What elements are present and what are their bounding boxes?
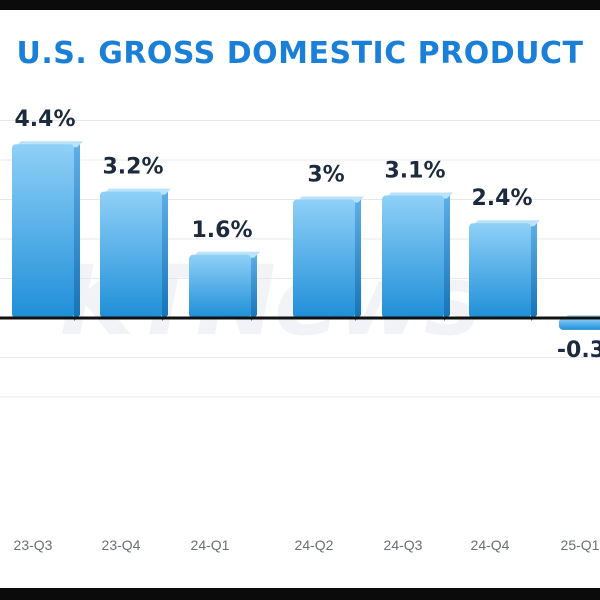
bars — [12, 141, 600, 330]
bar-side — [355, 196, 361, 321]
bar-23-Q3 — [12, 141, 83, 321]
chart-title: U.S. GROSS DOMESTIC PRODUCT — [16, 36, 584, 71]
x-tick-24-Q2: 24-Q2 — [295, 537, 334, 553]
x-tick-labels: 23-Q3 23-Q4 24-Q1 24-Q2 24-Q3 24-Q4 25-Q1 — [14, 537, 600, 553]
bar-side — [251, 251, 257, 321]
x-tick-23-Q3: 23-Q3 — [14, 537, 53, 553]
bar-side — [74, 141, 80, 321]
x-tick-24-Q3: 24-Q3 — [384, 537, 423, 553]
bar-side — [444, 192, 450, 321]
bar-front — [189, 254, 251, 318]
data-label-24-Q1: 1.6% — [191, 218, 252, 243]
data-label-24-Q4: 2.4% — [471, 186, 532, 211]
bar-side — [531, 220, 537, 321]
x-tick-25-Q1: 25-Q1 — [561, 537, 600, 553]
bar-front — [293, 199, 355, 318]
x-tick-24-Q4: 24-Q4 — [471, 537, 510, 553]
bar-23-Q4 — [100, 188, 171, 321]
bar-24-Q1 — [189, 251, 260, 321]
data-label-24-Q3: 3.1% — [384, 159, 445, 184]
data-label-23-Q3: 4.4% — [14, 107, 75, 132]
data-labels: 4.4% 3.2% 1.6% 3% 3.1% 2.4% -0.3% — [14, 107, 600, 363]
x-tick-23-Q4: 23-Q4 — [102, 537, 141, 553]
bar-front — [12, 144, 74, 318]
bar-24-Q3 — [382, 192, 453, 321]
bar-front — [100, 191, 162, 318]
data-label-24-Q2: 3% — [307, 163, 344, 188]
bar-front — [382, 195, 444, 318]
bar-side — [162, 188, 168, 321]
bar-front — [469, 223, 531, 318]
data-label-25-Q1: -0.3% — [557, 338, 600, 363]
data-label-23-Q4: 3.2% — [102, 155, 163, 180]
bar-front — [559, 318, 600, 330]
bar-24-Q4 — [469, 220, 540, 321]
x-tick-24-Q1: 24-Q1 — [191, 537, 230, 553]
bar-24-Q2 — [293, 196, 364, 321]
